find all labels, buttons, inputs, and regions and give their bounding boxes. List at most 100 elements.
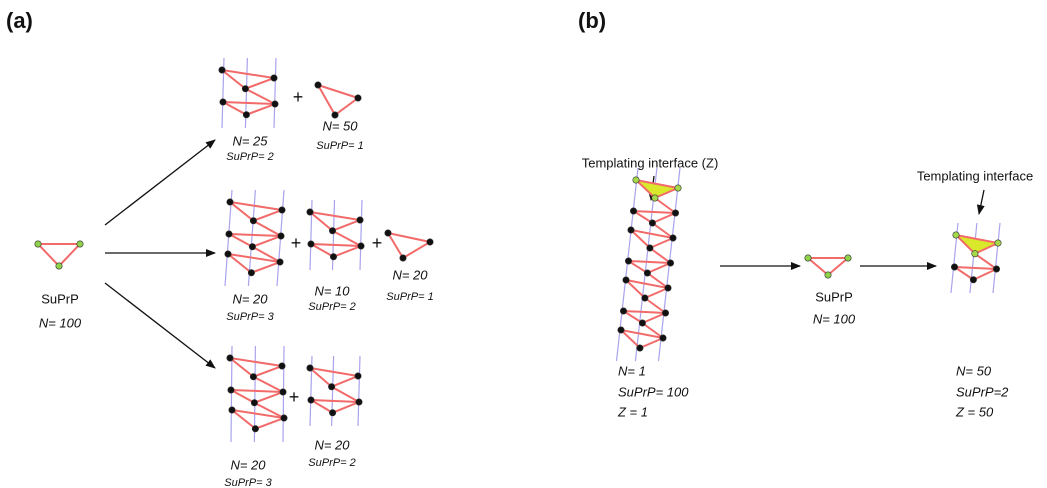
subunit (318, 85, 358, 115)
vertex (805, 255, 811, 261)
vertex (308, 397, 314, 403)
product-suprp: SuPrP= 1 (316, 140, 363, 152)
vertex (35, 241, 41, 247)
link (253, 221, 281, 236)
vertex (280, 389, 286, 395)
plus: + (293, 87, 304, 107)
panel-label: (a) (6, 8, 33, 33)
vertex (227, 199, 233, 205)
vertex (329, 228, 335, 234)
vertex (620, 308, 626, 314)
vertex (355, 373, 361, 379)
product-n: N= 10 (314, 283, 350, 298)
product-suprp: SuPrP= 1 (386, 291, 433, 303)
vertex (633, 177, 639, 183)
product-suprp: SuPrP= 2 (308, 457, 355, 469)
vertex (637, 345, 643, 351)
vertex (225, 251, 231, 257)
vertex (618, 327, 624, 333)
vertex (252, 426, 258, 432)
vertex (660, 335, 666, 341)
vertex (279, 363, 285, 369)
product-n: N= 20 (392, 267, 428, 282)
vertex (649, 220, 655, 226)
vertex (672, 210, 678, 216)
vertex (251, 400, 257, 406)
initial-suprp: SuPrP= 100 (618, 384, 689, 399)
vertex (281, 415, 287, 421)
vertex (358, 243, 364, 249)
vertex (226, 231, 232, 237)
vertex (308, 241, 314, 247)
vertex (400, 255, 406, 261)
result-suprp: SuPrP=2 (956, 384, 1009, 399)
link (245, 89, 275, 104)
vertex (630, 208, 636, 214)
vertex (220, 99, 226, 105)
subunit (230, 358, 282, 377)
vertex (227, 355, 233, 361)
link (333, 231, 362, 246)
vertex (628, 227, 634, 233)
vertex (249, 244, 255, 250)
fibril-axis (274, 58, 276, 128)
annotation: Templating interface (Z) (582, 155, 719, 170)
fibril-axis (358, 356, 360, 426)
initial-n: N= 1 (618, 363, 646, 378)
vertex (56, 263, 62, 269)
product-suprp: SuPrP= 2 (308, 301, 355, 313)
vertex (644, 270, 650, 276)
vertex (642, 295, 648, 301)
subunit (310, 368, 358, 387)
product-n: N= 20 (232, 291, 268, 306)
source-n: N= 100 (39, 315, 82, 330)
result-z: Z = 50 (955, 404, 994, 419)
fibril-axis (993, 223, 1000, 293)
vertex (242, 86, 248, 92)
product-n: N= 25 (232, 133, 268, 148)
source-name: SuPrP (815, 289, 853, 304)
arrow (105, 140, 215, 225)
vertex (825, 272, 831, 278)
subunit (956, 235, 998, 254)
vertex (953, 232, 959, 238)
plus: + (289, 387, 300, 407)
vertex (356, 399, 362, 405)
plus: + (291, 233, 302, 253)
vertex (639, 320, 645, 326)
link (975, 254, 997, 269)
vertex (272, 101, 278, 107)
vertex (970, 277, 976, 283)
vertex (229, 407, 235, 413)
arrow (105, 283, 215, 368)
vertex (972, 251, 978, 257)
link (332, 387, 359, 402)
vertex (329, 410, 335, 416)
vertex (385, 230, 391, 236)
vertex (271, 75, 277, 81)
vertex (652, 195, 658, 201)
vertex (228, 387, 234, 393)
link (253, 377, 283, 392)
source-n: N= 100 (813, 311, 856, 326)
vertex (250, 374, 256, 380)
annotation: Templating interface (917, 168, 1033, 183)
link (645, 298, 666, 313)
panel-label: (b) (578, 8, 606, 33)
vertex (250, 218, 256, 224)
product-suprp: SuPrP= 3 (224, 477, 272, 488)
subunit (222, 70, 274, 89)
vertex (427, 239, 433, 245)
vertex (625, 258, 631, 264)
product-n: N= 20 (230, 457, 266, 472)
vertex (670, 235, 676, 241)
vertex (278, 233, 284, 239)
vertex (248, 270, 254, 276)
subunit (310, 212, 360, 231)
vertex (665, 285, 671, 291)
vertex (279, 207, 285, 213)
vertex (307, 209, 313, 215)
product-suprp: SuPrP= 3 (226, 311, 274, 323)
plus: + (372, 233, 383, 253)
vertex (77, 241, 83, 247)
